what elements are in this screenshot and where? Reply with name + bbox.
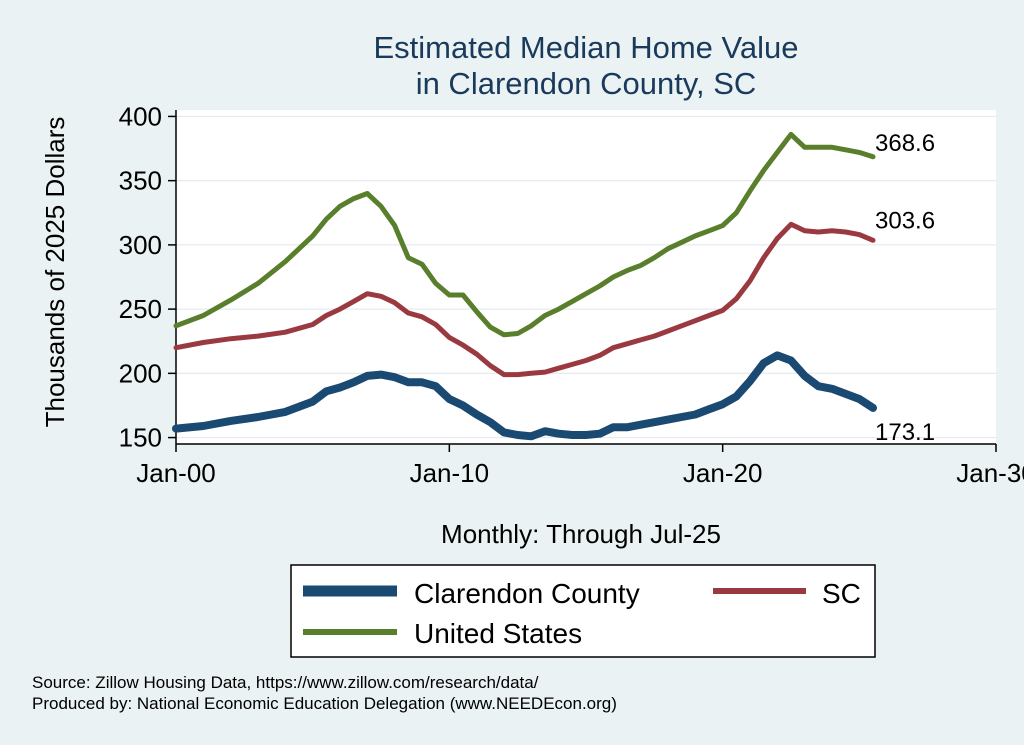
axes	[175, 110, 996, 445]
chart-title-line-2: in Clarendon County, SC	[416, 66, 757, 101]
y-tick-label-400: 400	[119, 101, 162, 131]
footer-produced-by: Produced by: National Economic Education…	[32, 694, 617, 713]
y-axis-ticks: 150 200 250 300 350 400	[119, 101, 176, 453]
legend: Clarendon County SC United States	[290, 564, 876, 658]
x-tick-label-Jan-20: Jan-20	[683, 458, 763, 488]
y-tick-label-350: 350	[119, 166, 162, 196]
x-axis-ticks: Jan-00 Jan-10 Jan-20 Jan-30	[136, 444, 1024, 488]
x-tick-label-Jan-00: Jan-00	[136, 458, 216, 488]
x-tick-label-Jan-10: Jan-10	[410, 458, 490, 488]
series-lines	[172, 131, 877, 441]
end-labels: 173.1 303.6 368.6	[875, 130, 935, 446]
series-line-sc	[173, 221, 876, 378]
y-axis-title: Thousands of 2025 Dollars	[40, 117, 70, 428]
legend-label-clarendon: Clarendon County	[414, 578, 640, 609]
y-tick-label-300: 300	[119, 230, 162, 260]
grid-lines	[176, 115, 996, 439]
chart-title-line-1: Estimated Median Home Value	[373, 30, 798, 65]
x-tick-label-Jan-30: Jan-30	[956, 458, 1024, 488]
end-label-clarendon-county: 173.1	[875, 419, 935, 446]
series-line-united-states	[173, 131, 876, 338]
legend-label-sc: SC	[822, 578, 861, 609]
end-label-sc: 303.6	[875, 207, 935, 234]
footer-source: Source: Zillow Housing Data, https://www…	[32, 673, 539, 692]
y-tick-label-150: 150	[119, 423, 162, 453]
y-tick-label-250: 250	[119, 294, 162, 324]
x-axis-title: Monthly: Through Jul-25	[441, 519, 721, 549]
legend-box	[290, 564, 876, 658]
legend-label-us: United States	[414, 618, 582, 649]
end-label-united-states: 368.6	[875, 130, 935, 157]
y-tick-label-200: 200	[119, 358, 162, 388]
series-line-clarendon-county	[172, 351, 877, 441]
plot-area	[176, 110, 996, 444]
